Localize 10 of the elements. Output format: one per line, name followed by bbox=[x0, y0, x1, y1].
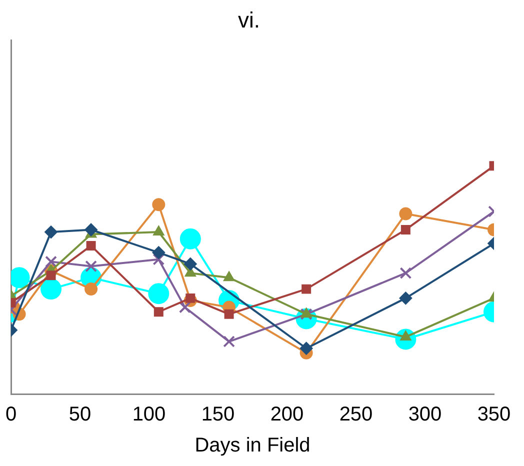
chart-title: vi. bbox=[238, 7, 260, 32]
x-tick-label: 0 bbox=[5, 404, 17, 426]
x-tick-label: 250 bbox=[339, 404, 373, 426]
x-tick-label: 50 bbox=[68, 404, 92, 426]
x-tick-label: 350 bbox=[477, 404, 511, 426]
x-tick-label: 200 bbox=[270, 404, 304, 426]
x-axis-title: Days in Field bbox=[194, 434, 310, 457]
x-tick-label: 100 bbox=[132, 404, 166, 426]
x-tick-label: 150 bbox=[201, 404, 235, 426]
x-tick-label: 300 bbox=[408, 404, 442, 426]
